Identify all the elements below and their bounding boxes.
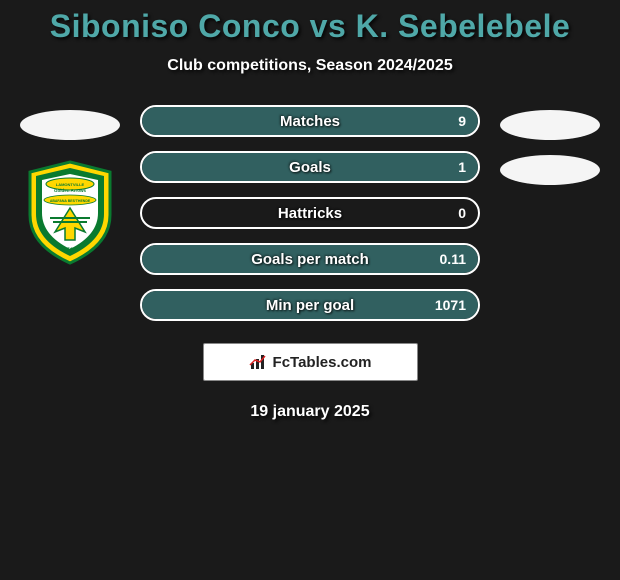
- content-row: LAMONTVILLE Golden Arrows ABAFANA BES'TH…: [0, 105, 620, 321]
- comparison-card: Siboniso Conco vs K. Sebelebele Club com…: [0, 0, 620, 421]
- date-label: 19 january 2025: [0, 403, 620, 421]
- player-left-column: LAMONTVILLE Golden Arrows ABAFANA BES'TH…: [20, 105, 120, 270]
- stat-label: Matches: [280, 113, 340, 130]
- stat-bar: Min per goal 1071: [140, 289, 480, 321]
- player-right-avatar: [500, 110, 600, 140]
- source-text: FcTables.com: [273, 354, 372, 371]
- svg-text:ABAFANA BES'THENDE: ABAFANA BES'THENDE: [50, 199, 91, 203]
- stat-value-right: 1071: [435, 297, 466, 313]
- svg-text:Golden Arrows: Golden Arrows: [54, 188, 87, 193]
- page-title: Siboniso Conco vs K. Sebelebele: [0, 8, 620, 45]
- club-badge-left: LAMONTVILLE Golden Arrows ABAFANA BES'TH…: [20, 155, 120, 270]
- stat-bar: Goals per match 0.11: [140, 243, 480, 275]
- source-badge[interactable]: FcTables.com: [203, 343, 418, 381]
- stat-bar: Goals 1: [140, 151, 480, 183]
- stat-value-right: 0.11: [440, 251, 466, 267]
- stat-bar: Hattricks 0: [140, 197, 480, 229]
- stat-label: Goals: [289, 159, 331, 176]
- player-left-avatar: [20, 110, 120, 140]
- stat-label: Goals per match: [251, 251, 369, 268]
- stat-value-right: 1: [458, 159, 466, 175]
- player-right-column: [500, 105, 600, 185]
- bar-chart-icon: [249, 353, 267, 371]
- stat-value-right: 9: [458, 113, 466, 129]
- stats-column: Matches 9 Goals 1 Hattricks 0 Goals per match 0…: [140, 105, 480, 321]
- svg-text:FC: FC: [66, 248, 75, 254]
- subtitle: Club competitions, Season 2024/2025: [0, 57, 620, 75]
- golden-arrows-shield-icon: LAMONTVILLE Golden Arrows ABAFANA BES'TH…: [25, 160, 115, 265]
- stat-label: Hattricks: [278, 205, 342, 222]
- club-badge-right-placeholder: [500, 155, 600, 185]
- stat-bar: Matches 9: [140, 105, 480, 137]
- stat-value-right: 0: [458, 205, 466, 221]
- stat-label: Min per goal: [266, 297, 354, 314]
- svg-text:LAMONTVILLE: LAMONTVILLE: [56, 182, 85, 187]
